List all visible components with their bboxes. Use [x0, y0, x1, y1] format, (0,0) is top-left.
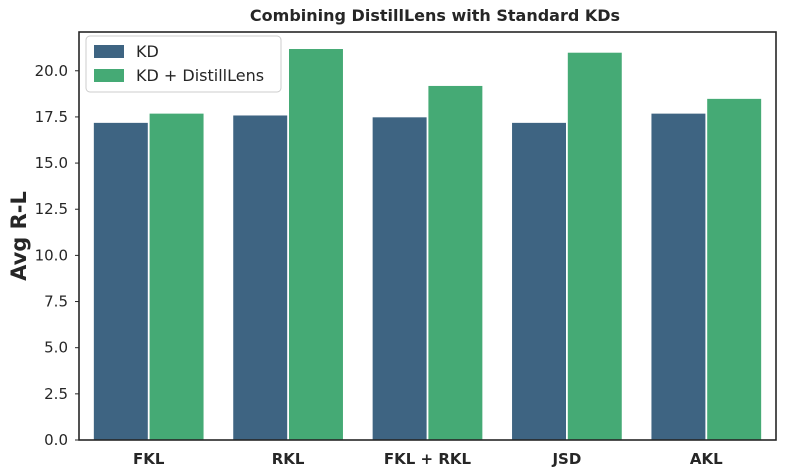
legend-box	[85, 35, 282, 93]
bar-kd-distilllens	[148, 112, 205, 441]
bar-kd-distilllens	[706, 98, 762, 441]
x-tick-label: FKL + RKL	[384, 450, 472, 468]
x-axis-ticks: FKL RKL FKL + RKL JSD AKL	[133, 450, 723, 468]
bar-kd-distilllens	[288, 48, 344, 441]
y-tick-label: 2.5	[44, 385, 68, 403]
y-axis-ticks: 0.0 2.5 5.0 7.5 10.0 12.5 15.0 17.5 20.0	[35, 62, 79, 449]
bar-kd	[93, 122, 149, 441]
y-tick-label: 15.0	[35, 154, 68, 172]
x-tick-label: RKL	[272, 450, 305, 468]
bars-group	[93, 48, 762, 441]
y-tick-label: 0.0	[44, 431, 68, 449]
bar-kd	[232, 114, 288, 441]
x-tick-label: JSD	[551, 450, 581, 468]
legend-label: KD + DistillLens	[136, 66, 264, 85]
y-tick-label: 5.0	[44, 339, 68, 357]
bar-kd	[650, 112, 707, 441]
y-tick-label: 20.0	[35, 62, 68, 80]
bar-kd	[511, 122, 567, 441]
bar-kd-distilllens	[567, 51, 623, 441]
legend-label: KD	[136, 42, 159, 61]
x-tick-label: AKL	[690, 450, 723, 468]
bar-kd	[371, 116, 428, 441]
chart-title: Combining DistillLens with Standard KDs	[250, 6, 620, 25]
legend: KD KD + DistillLens	[85, 35, 282, 93]
y-tick-label: 17.5	[35, 108, 68, 126]
x-tick-label: FKL	[133, 450, 165, 468]
legend-swatch	[94, 45, 124, 58]
y-axis-label: Avg R-L	[7, 191, 31, 281]
y-tick-label: 10.0	[35, 246, 68, 264]
y-tick-label: 7.5	[44, 293, 68, 311]
legend-swatch	[94, 69, 124, 82]
bar-kd-distilllens	[427, 85, 484, 441]
y-tick-label: 12.5	[35, 200, 68, 218]
plot-frame	[78, 31, 777, 441]
